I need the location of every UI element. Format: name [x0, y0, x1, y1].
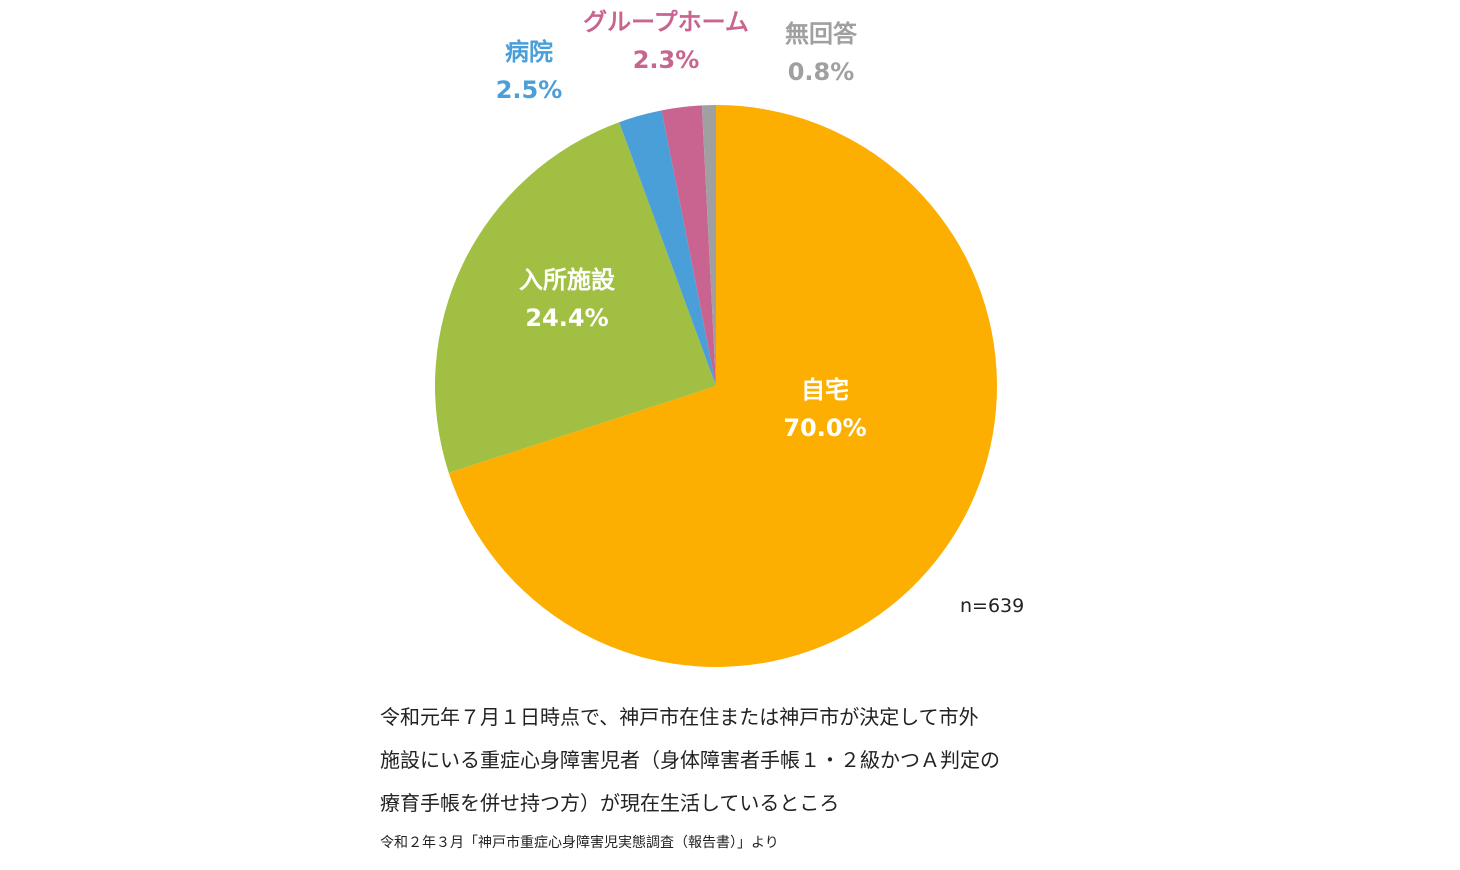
slice-value-label: 2.3%	[633, 46, 700, 74]
pie-slice	[435, 122, 716, 473]
slice-name-label: 病院	[505, 38, 553, 66]
pie-slices	[435, 105, 997, 667]
pie-slice	[661, 105, 716, 386]
slice-name-label: 無回答	[785, 20, 858, 48]
slice-labels: 自宅 70.0% 入所施設 24.4% 病院 2.5% グループホーム 2.3% 無回答 0.8%	[496, 8, 867, 442]
slice-value-label: 70.0%	[783, 414, 866, 442]
slice-name-label: 自宅	[801, 376, 849, 404]
pie-slice	[619, 110, 716, 386]
slice-value-label: 24.4%	[525, 304, 608, 332]
sample-size-label: n=639	[960, 595, 1024, 617]
pie-slice	[448, 105, 997, 667]
chart-caption: 令和元年７月１日時点で、神戸市在住または神戸市が決定して市外 施設にいる重症心身…	[380, 696, 1140, 825]
slice-name-label: 入所施設	[519, 266, 616, 294]
caption-line: 療育手帳を併せ持つ方）が現在生活しているところ	[380, 791, 840, 815]
caption-line: 令和元年７月１日時点で、神戸市在住または神戸市が決定して市外	[380, 705, 979, 729]
slice-name-label: グループホーム	[583, 8, 749, 36]
source-note: 令和２年３月「神戸市重症心身障害児実態調査（報告書）」より	[380, 835, 779, 851]
caption-line: 施設にいる重症心身障害児者（身体障害者手帳１・２級かつＡ判定の	[380, 748, 1000, 772]
slice-value-label: 2.5%	[496, 76, 563, 104]
slice-value-label: 0.8%	[788, 58, 855, 86]
pie-chart: 自宅 70.0% 入所施設 24.4% 病院 2.5% グループホーム 2.3% 無回答 0.8%…	[435, 8, 1024, 667]
pie-slice	[701, 105, 716, 386]
